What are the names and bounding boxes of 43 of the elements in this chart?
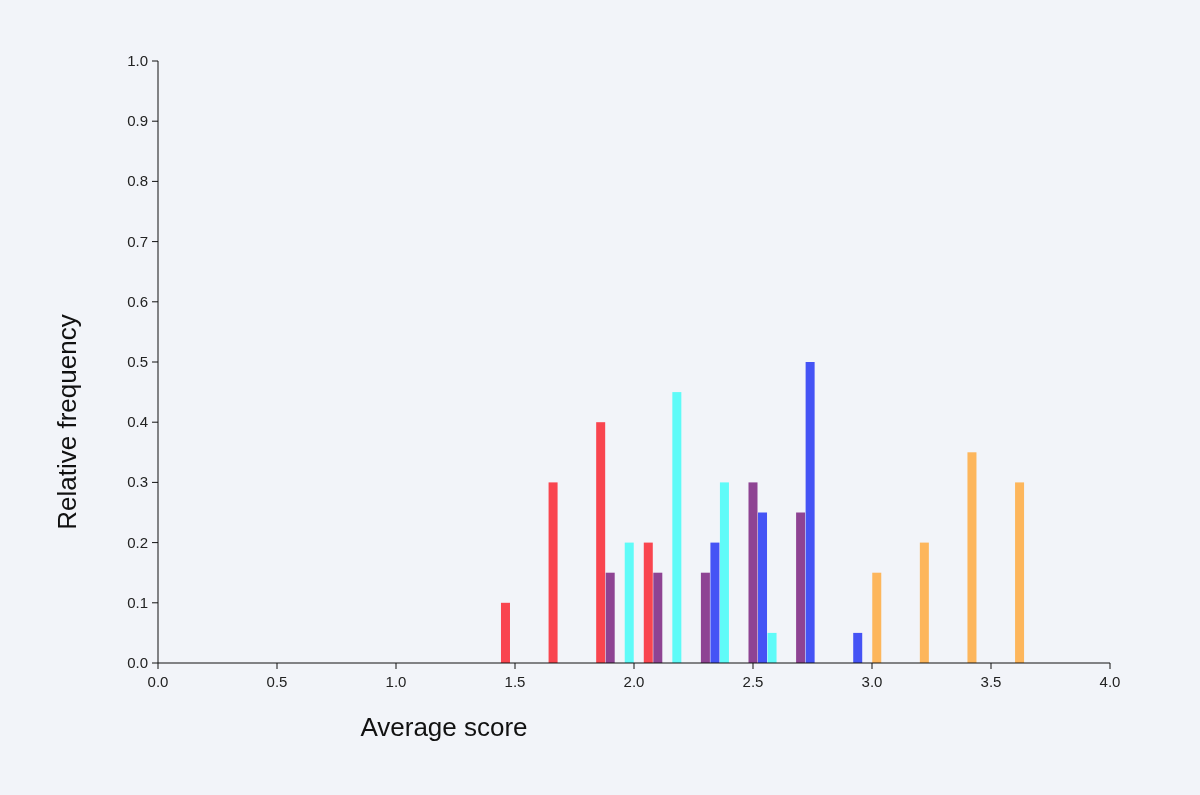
bar xyxy=(919,542,929,663)
y-tick-label: 0.8 xyxy=(127,172,148,190)
bar xyxy=(624,542,634,663)
bar xyxy=(967,452,977,663)
bar xyxy=(719,482,729,663)
bar xyxy=(500,602,510,663)
y-tick-label: 0.3 xyxy=(127,473,148,491)
x-tick-label: 0.0 xyxy=(147,673,169,690)
bar xyxy=(700,572,710,663)
bar xyxy=(548,482,558,663)
x-tick-label: 0.5 xyxy=(266,673,288,690)
x-tick-label: 2.0 xyxy=(623,673,645,690)
bar xyxy=(805,362,815,663)
y-tick-label: 0.4 xyxy=(127,413,148,431)
x-tick-label: 4.0 xyxy=(1099,673,1121,690)
bar xyxy=(748,482,758,663)
x-tick-label: 3.0 xyxy=(861,673,883,690)
y-axis-title: Relative frequency xyxy=(52,314,82,530)
x-tick-label: 1.5 xyxy=(504,673,526,690)
bar xyxy=(710,542,720,663)
y-tick-label: 1.0 xyxy=(127,52,148,69)
bar xyxy=(1015,482,1025,663)
y-tick-label: 0.1 xyxy=(127,593,148,611)
x-tick-label: 3.5 xyxy=(980,673,1002,690)
bar xyxy=(758,512,768,663)
y-tick-label: 0.6 xyxy=(127,292,148,310)
bar xyxy=(872,572,882,663)
y-tick-label: 0.2 xyxy=(127,533,148,551)
y-tick-label: 0.7 xyxy=(127,232,148,250)
bar xyxy=(596,422,606,663)
bar xyxy=(653,572,663,663)
y-tick-label: 0.9 xyxy=(127,112,148,130)
bar xyxy=(643,542,653,663)
bar xyxy=(796,512,806,663)
bar xyxy=(605,572,615,663)
bar xyxy=(767,632,777,663)
y-tick-label: 0.5 xyxy=(127,353,148,370)
bar xyxy=(672,392,682,663)
x-tick-label: 1.0 xyxy=(385,673,407,690)
bar xyxy=(853,632,863,663)
x-axis-title: Average score xyxy=(360,712,528,742)
y-tick-label: 0.0 xyxy=(127,654,148,671)
x-tick-label: 2.5 xyxy=(742,673,764,690)
